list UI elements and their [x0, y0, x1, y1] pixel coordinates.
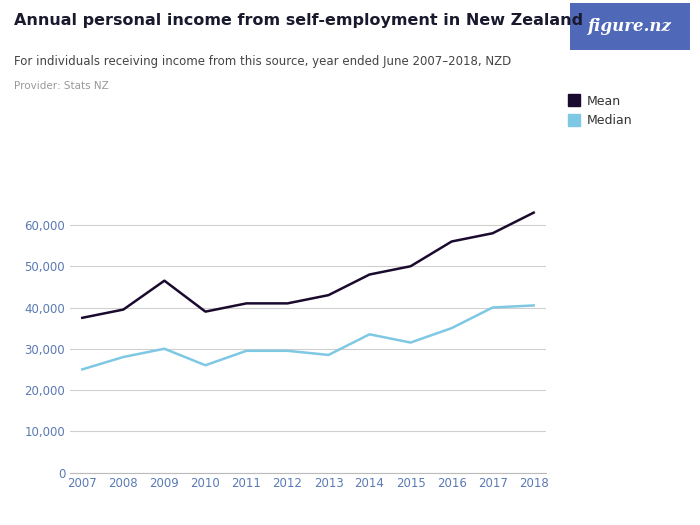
Text: For individuals receiving income from this source, year ended June 2007–2018, NZ: For individuals receiving income from th… [14, 55, 511, 68]
Text: figure.nz: figure.nz [587, 18, 672, 35]
Text: Annual personal income from self-employment in New Zealand: Annual personal income from self-employm… [14, 13, 583, 28]
Legend: Mean, Median: Mean, Median [563, 90, 637, 132]
Text: Provider: Stats NZ: Provider: Stats NZ [14, 81, 108, 91]
